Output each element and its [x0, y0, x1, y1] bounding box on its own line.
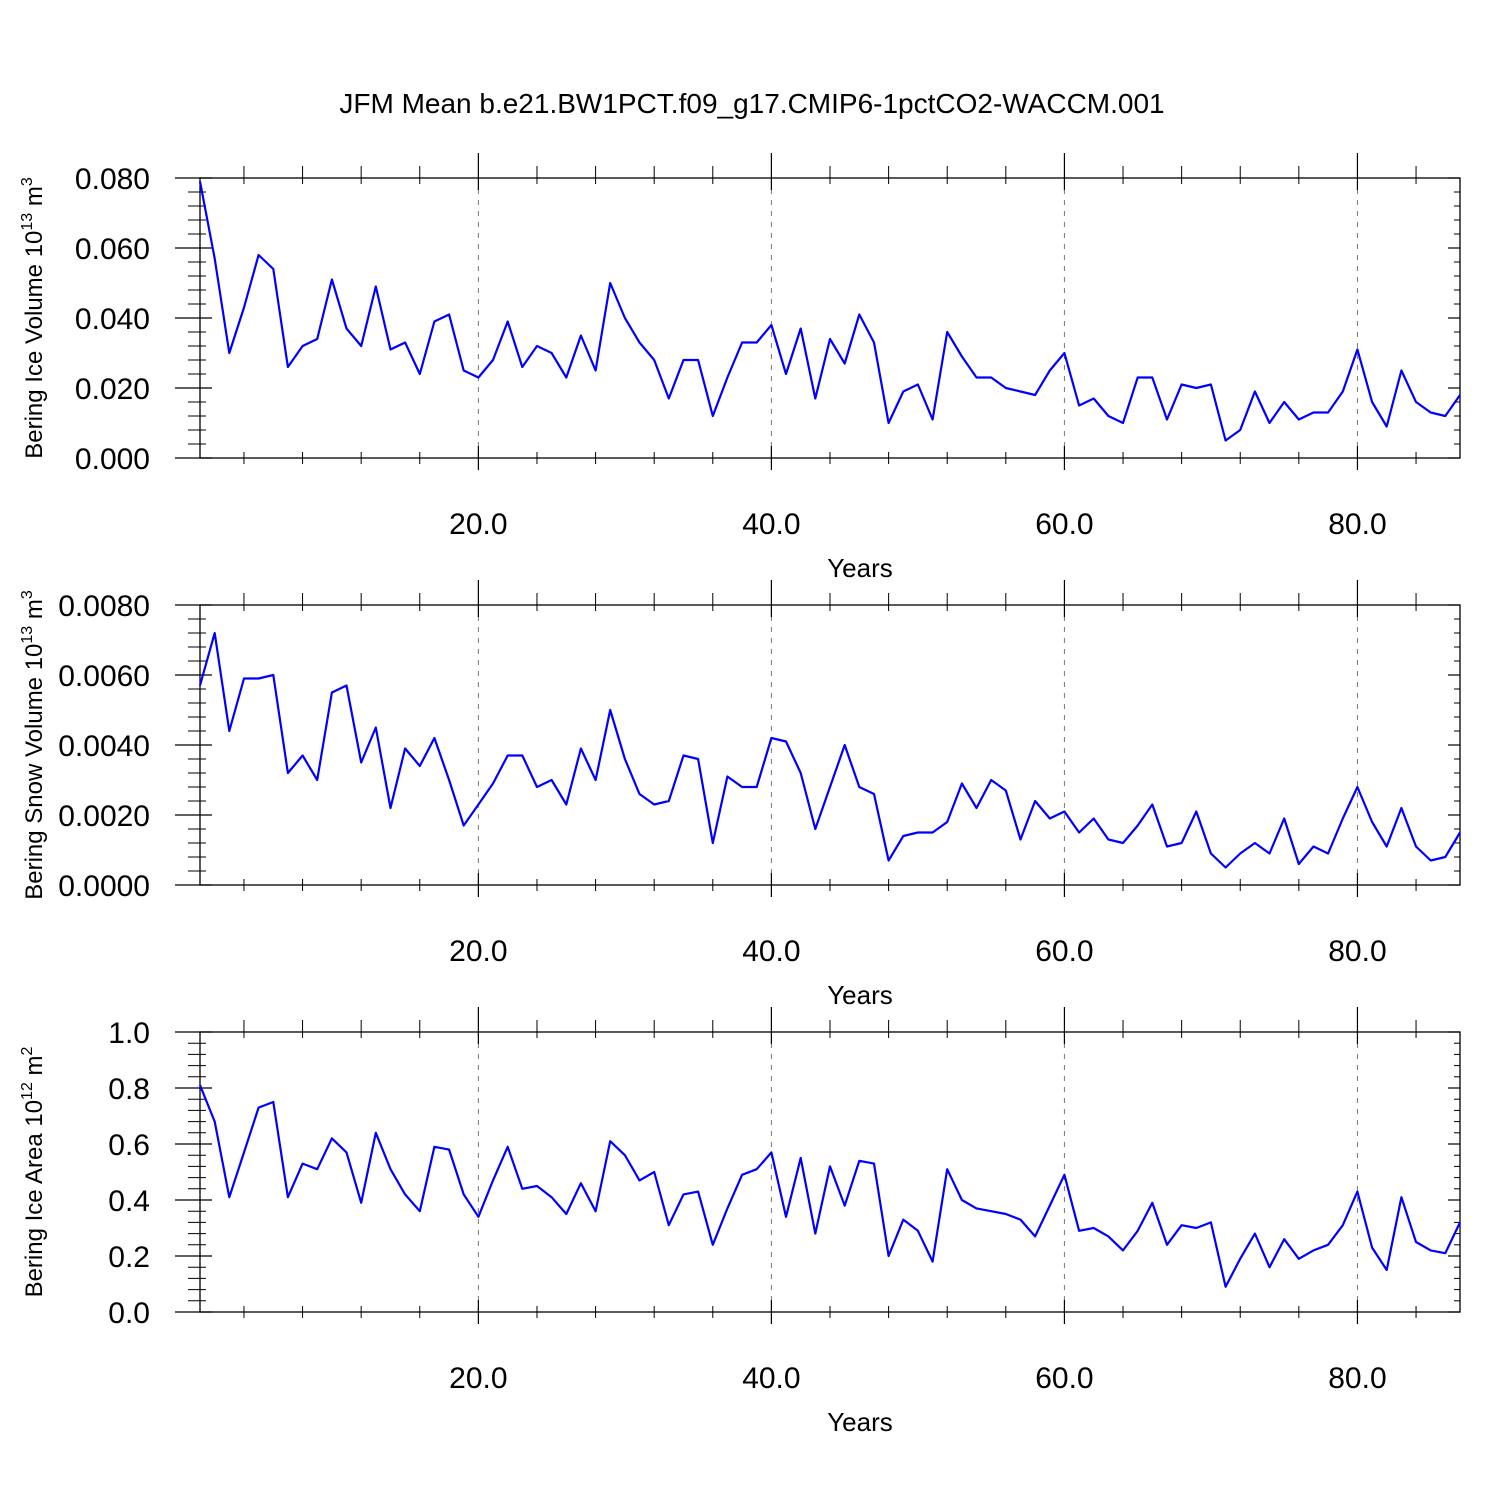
x-tick-label: 60.0: [1035, 1362, 1093, 1395]
y-axis-label: Bering Ice Volume 1013 m3: [19, 177, 48, 459]
x-tick-label: 60.0: [1035, 935, 1093, 968]
y-tick-label: 0.040: [75, 303, 150, 336]
y-tick-label: 0.000: [75, 443, 150, 476]
plot-panel: 20.0 40.0 60.0 80.0 0.000 0.020 0.040 0.060 0.08…: [19, 153, 1461, 583]
y-tick-label: 0.0: [108, 1297, 150, 1330]
y-tick-label: 0.2: [108, 1241, 150, 1274]
x-tick-label: 60.0: [1035, 508, 1093, 541]
x-axis-label: Years: [827, 553, 893, 583]
plot-panel: 20.0 40.0 60.0 80.0 0.0 0.2 0.4 0.6 0.8 1.0 Years B…: [19, 1007, 1461, 1437]
y-tick-label: 0.0040: [58, 730, 150, 763]
y-tick-label: 0.0020: [58, 800, 150, 833]
y-tick-label: 1.0: [108, 1017, 150, 1050]
plot-frame: [199, 177, 1461, 459]
y-tick-label: 0.060: [75, 233, 150, 266]
x-tick-label: 20.0: [449, 1362, 507, 1395]
x-axis-label: Years: [827, 980, 893, 1010]
plot-panel: 20.0 40.0 60.0 80.0 0.0000 0.0020 0.0040 0.0060…: [19, 580, 1461, 1010]
y-axis-label: Bering Snow Volume 1013 m3: [19, 590, 48, 900]
y-tick-label: 0.0060: [58, 660, 150, 693]
x-tick-label: 40.0: [742, 935, 800, 968]
x-tick-label: 40.0: [742, 508, 800, 541]
chart-title: JFM Mean b.e21.BW1PCT.f09_g17.CMIP6-1pct…: [339, 88, 1164, 119]
plot-frame: [199, 1031, 1461, 1313]
x-tick-label: 80.0: [1328, 1362, 1386, 1395]
y-tick-label: 0.020: [75, 373, 150, 406]
x-tick-label: 80.0: [1328, 508, 1386, 541]
y-tick-label: 0.4: [108, 1185, 150, 1218]
y-tick-label: 0.0080: [58, 590, 150, 623]
y-tick-label: 0.080: [75, 163, 150, 196]
y-axis-label: Bering Ice Area 1012 m2: [19, 1046, 48, 1297]
y-tick-label: 0.8: [108, 1073, 150, 1106]
data-series-line: [198, 1084, 1461, 1288]
x-axis-label: Years: [827, 1407, 893, 1437]
y-tick-label: 0.0000: [58, 870, 150, 903]
x-tick-label: 40.0: [742, 1362, 800, 1395]
x-tick-label: 20.0: [449, 508, 507, 541]
x-tick-label: 20.0: [449, 935, 507, 968]
y-tick-label: 0.6: [108, 1129, 150, 1162]
plot-frame: [199, 604, 1461, 886]
data-series-line: [198, 631, 1461, 869]
data-series-line: [198, 181, 1461, 442]
x-tick-label: 80.0: [1328, 935, 1386, 968]
